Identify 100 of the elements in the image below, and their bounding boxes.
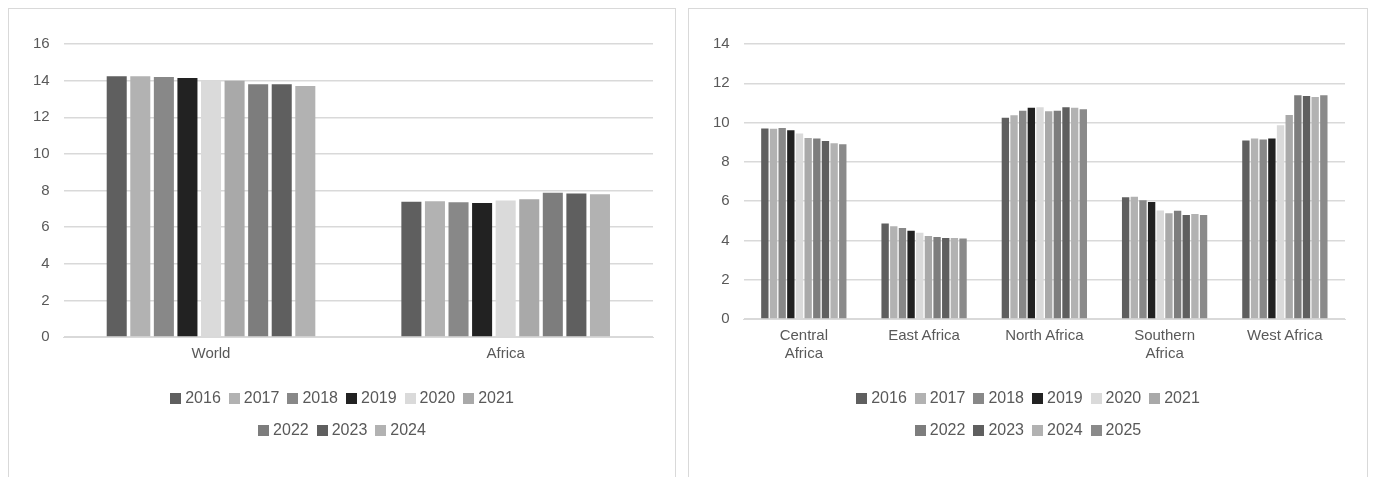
- bar: [1130, 196, 1138, 319]
- legend-label: 2016: [871, 389, 907, 407]
- x-tick-label: East Africa: [888, 326, 961, 344]
- bar: [1019, 110, 1027, 319]
- bar: [1062, 107, 1070, 319]
- bar: [153, 76, 174, 337]
- bar: [566, 193, 587, 337]
- legend-label: 2021: [478, 389, 514, 407]
- legend-label: 2022: [929, 421, 966, 439]
- y-tick-label: 10: [713, 112, 730, 130]
- bar: [224, 80, 245, 337]
- legend-label: 2023: [331, 421, 368, 439]
- legend-label: 2021: [1164, 389, 1200, 407]
- bar: [1311, 97, 1319, 319]
- legend-label: 2022: [273, 421, 309, 439]
- bar: [804, 138, 812, 319]
- bar: [1173, 210, 1182, 319]
- bar: [1242, 140, 1250, 319]
- legend-label: 2020: [1105, 389, 1142, 407]
- bar: [1010, 115, 1018, 319]
- bar: [1320, 95, 1328, 319]
- legend-label: 2016: [185, 389, 221, 407]
- bar: [177, 77, 198, 337]
- x-tick-label: Central Africa: [779, 326, 828, 362]
- bar: [898, 228, 907, 319]
- bar: [1121, 197, 1130, 319]
- bar: [271, 84, 292, 337]
- bar: [907, 230, 915, 319]
- bar: [519, 199, 540, 337]
- bar: [295, 86, 316, 337]
- y-tick-label: 6: [41, 217, 50, 235]
- bar: [1259, 139, 1267, 319]
- legend-label: 2023: [988, 421, 1024, 439]
- bar: [787, 130, 795, 319]
- bar: [839, 144, 847, 319]
- legend-label: 2017: [243, 389, 280, 407]
- bar: [1165, 213, 1173, 319]
- legend-label: 2019: [361, 389, 397, 407]
- y-tick-label: 12: [713, 73, 730, 91]
- y-tick-label: 4: [721, 230, 730, 248]
- bar: [761, 128, 769, 319]
- y-tick-label: 14: [713, 34, 730, 52]
- bar: [778, 127, 786, 319]
- bar: [472, 202, 493, 337]
- bar: [106, 76, 127, 337]
- bar: [1147, 201, 1156, 319]
- bar: [1044, 111, 1053, 319]
- bar: [1053, 110, 1062, 319]
- bar: [821, 141, 830, 319]
- bar: [769, 128, 778, 319]
- y-tick-label: 0: [41, 327, 50, 345]
- bar: [924, 236, 933, 319]
- bar: [542, 192, 563, 337]
- bar: [401, 201, 422, 337]
- x-tick-label: North Africa: [1005, 326, 1085, 344]
- y-tick-label: 14: [33, 70, 50, 88]
- bar: [1294, 95, 1302, 319]
- legend-label: 2019: [1047, 389, 1083, 407]
- legend-label: 2018: [302, 389, 338, 407]
- bar: [1139, 200, 1147, 319]
- bar: [942, 237, 950, 319]
- bar: [959, 238, 967, 319]
- x-tick-label: Southern Africa: [1134, 326, 1196, 362]
- bar: [424, 201, 445, 337]
- x-tick-label: Africa: [486, 344, 526, 362]
- bar: [248, 84, 269, 337]
- bar: [890, 226, 898, 319]
- bar: [950, 237, 959, 319]
- bar: [1302, 96, 1311, 319]
- bar: [1191, 214, 1199, 319]
- legend-label: 2020: [419, 389, 456, 407]
- bar: [813, 138, 821, 319]
- bar: [830, 143, 838, 319]
- legend-label: 2024: [390, 421, 426, 439]
- bar: [1250, 138, 1259, 319]
- bar: [130, 76, 151, 337]
- legend-label: 2017: [929, 389, 966, 407]
- legend-label: 2024: [1047, 421, 1083, 439]
- bar: [933, 236, 941, 319]
- y-tick-label: 16: [33, 34, 50, 52]
- y-tick-label: 12: [33, 107, 50, 125]
- bar: [589, 194, 610, 337]
- y-tick-label: 10: [33, 144, 50, 162]
- bar: [1268, 138, 1276, 319]
- y-tick-label: 2: [41, 290, 50, 308]
- y-tick-label: 2: [721, 269, 730, 287]
- bar: [1001, 117, 1010, 319]
- y-tick-label: 4: [41, 253, 50, 271]
- bar: [1182, 215, 1190, 319]
- bar: [881, 223, 889, 319]
- x-tick-label: West Africa: [1247, 326, 1324, 344]
- bar: [1027, 107, 1036, 319]
- legend-label: 2025: [1105, 421, 1142, 439]
- y-tick-label: 0: [721, 309, 730, 327]
- y-tick-label: 8: [41, 180, 50, 198]
- x-tick-label: World: [191, 344, 231, 362]
- bar: [1070, 107, 1079, 319]
- y-tick-label: 6: [721, 191, 730, 209]
- legend-label: 2018: [988, 389, 1024, 407]
- bar: [1199, 215, 1208, 319]
